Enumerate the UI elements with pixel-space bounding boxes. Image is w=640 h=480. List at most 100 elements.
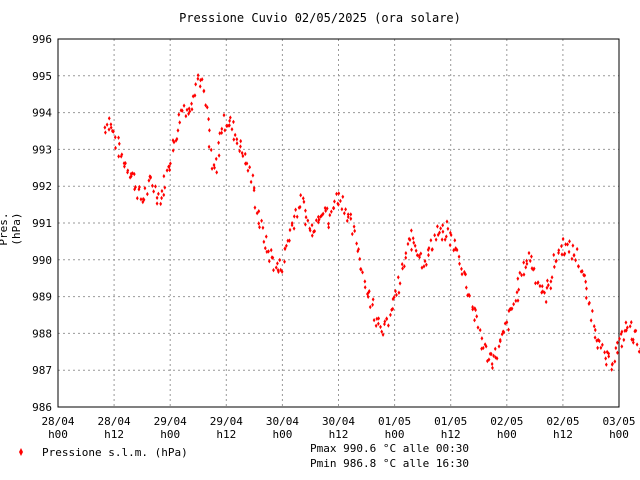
- data-point: [446, 226, 450, 231]
- data-point: [552, 264, 556, 270]
- data-point: [269, 247, 273, 253]
- data-point: [383, 321, 386, 327]
- data-point: [576, 264, 580, 269]
- data-point: [160, 188, 164, 194]
- data-point: [412, 240, 416, 245]
- data-point: [303, 222, 307, 227]
- data-point: [265, 249, 269, 255]
- data-point: [350, 231, 354, 237]
- data-point: [376, 321, 380, 326]
- data-point: [294, 207, 298, 212]
- data-point: [584, 279, 588, 284]
- x-tick-hour-label: h00: [609, 428, 629, 441]
- data-point: [117, 154, 121, 159]
- data-point: [411, 236, 415, 241]
- data-point: [534, 281, 537, 286]
- data-point: [574, 258, 578, 263]
- data-point: [367, 289, 371, 294]
- data-point: [109, 122, 113, 127]
- data-point: [596, 345, 600, 351]
- data-point: [431, 247, 434, 252]
- data-point: [532, 266, 536, 271]
- data-point: [402, 264, 406, 269]
- data-point: [162, 173, 166, 179]
- x-tick-hour-label: h12: [329, 428, 349, 441]
- data-point: [522, 260, 526, 265]
- data-point: [404, 255, 408, 260]
- data-point: [441, 229, 445, 234]
- data-point: [527, 250, 531, 256]
- data-point: [530, 254, 533, 259]
- data-point: [341, 194, 345, 199]
- data-point: [478, 327, 482, 333]
- data-point: [245, 161, 249, 166]
- data-point: [228, 115, 232, 120]
- data-point: [426, 247, 430, 253]
- x-tick-day-label: 03/05: [602, 415, 635, 428]
- data-point: [205, 105, 209, 110]
- data-point: [243, 151, 247, 157]
- data-point: [325, 206, 329, 211]
- data-point: [516, 276, 520, 281]
- data-point: [389, 312, 392, 318]
- data-point: [217, 140, 220, 145]
- data-point: [160, 195, 163, 201]
- data-point: [359, 267, 363, 272]
- data-point: [200, 77, 204, 82]
- data-point: [132, 171, 136, 177]
- data-point: [155, 201, 159, 206]
- data-point: [507, 308, 511, 314]
- data-point: [455, 247, 459, 253]
- x-axis: 28/04h0028/04h1229/04h0029/04h1230/04h00…: [41, 415, 635, 441]
- data-point: [284, 243, 288, 248]
- data-point: [584, 295, 588, 301]
- data-point: [436, 232, 440, 238]
- data-point: [616, 350, 619, 355]
- data-point: [207, 116, 210, 122]
- data-point: [154, 184, 157, 189]
- data-point: [147, 178, 151, 183]
- data-point: [301, 196, 305, 201]
- data-point: [107, 127, 111, 132]
- data-point: [583, 273, 587, 278]
- data-point: [629, 320, 633, 325]
- data-point: [395, 292, 398, 298]
- data-point: [345, 218, 349, 224]
- data-point: [557, 250, 560, 256]
- pressure-max-text: Pmax 990.6 °C alle 00:30: [310, 442, 469, 455]
- data-point: [554, 258, 558, 263]
- data-point: [252, 188, 256, 193]
- data-point: [471, 307, 475, 312]
- data-point: [129, 174, 133, 179]
- data-point: [185, 107, 189, 113]
- data-point: [514, 298, 518, 304]
- data-point: [440, 237, 444, 242]
- data-point: [252, 185, 256, 191]
- data-point: [358, 256, 362, 262]
- data-point: [190, 101, 193, 106]
- data-point: [175, 136, 179, 142]
- data-point: [487, 357, 491, 362]
- data-point: [568, 239, 571, 244]
- data-point: [277, 269, 280, 274]
- data-point: [257, 209, 261, 214]
- x-tick-day-label: 02/05: [490, 415, 523, 428]
- data-point: [371, 302, 374, 307]
- data-point: [162, 192, 166, 198]
- data-point: [490, 361, 494, 367]
- data-point: [538, 283, 542, 289]
- data-point: [480, 336, 484, 341]
- data-point: [339, 198, 342, 204]
- y-tick-label: 993: [32, 143, 52, 156]
- data-point: [620, 344, 624, 349]
- data-point: [137, 187, 141, 192]
- data-point: [302, 199, 306, 205]
- data-point: [597, 338, 601, 344]
- data-point: [327, 225, 331, 230]
- data-point: [592, 324, 596, 329]
- data-point: [126, 168, 130, 173]
- data-point: [557, 248, 561, 253]
- data-point: [171, 138, 175, 143]
- data-point: [587, 301, 591, 306]
- data-point: [624, 320, 628, 325]
